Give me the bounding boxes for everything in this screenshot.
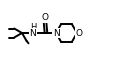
Text: O: O [75,28,82,37]
Text: N: N [30,28,36,37]
Text: N: N [53,28,59,37]
Text: H: H [30,24,36,32]
Text: N: N [53,28,59,37]
Text: O: O [41,14,49,22]
